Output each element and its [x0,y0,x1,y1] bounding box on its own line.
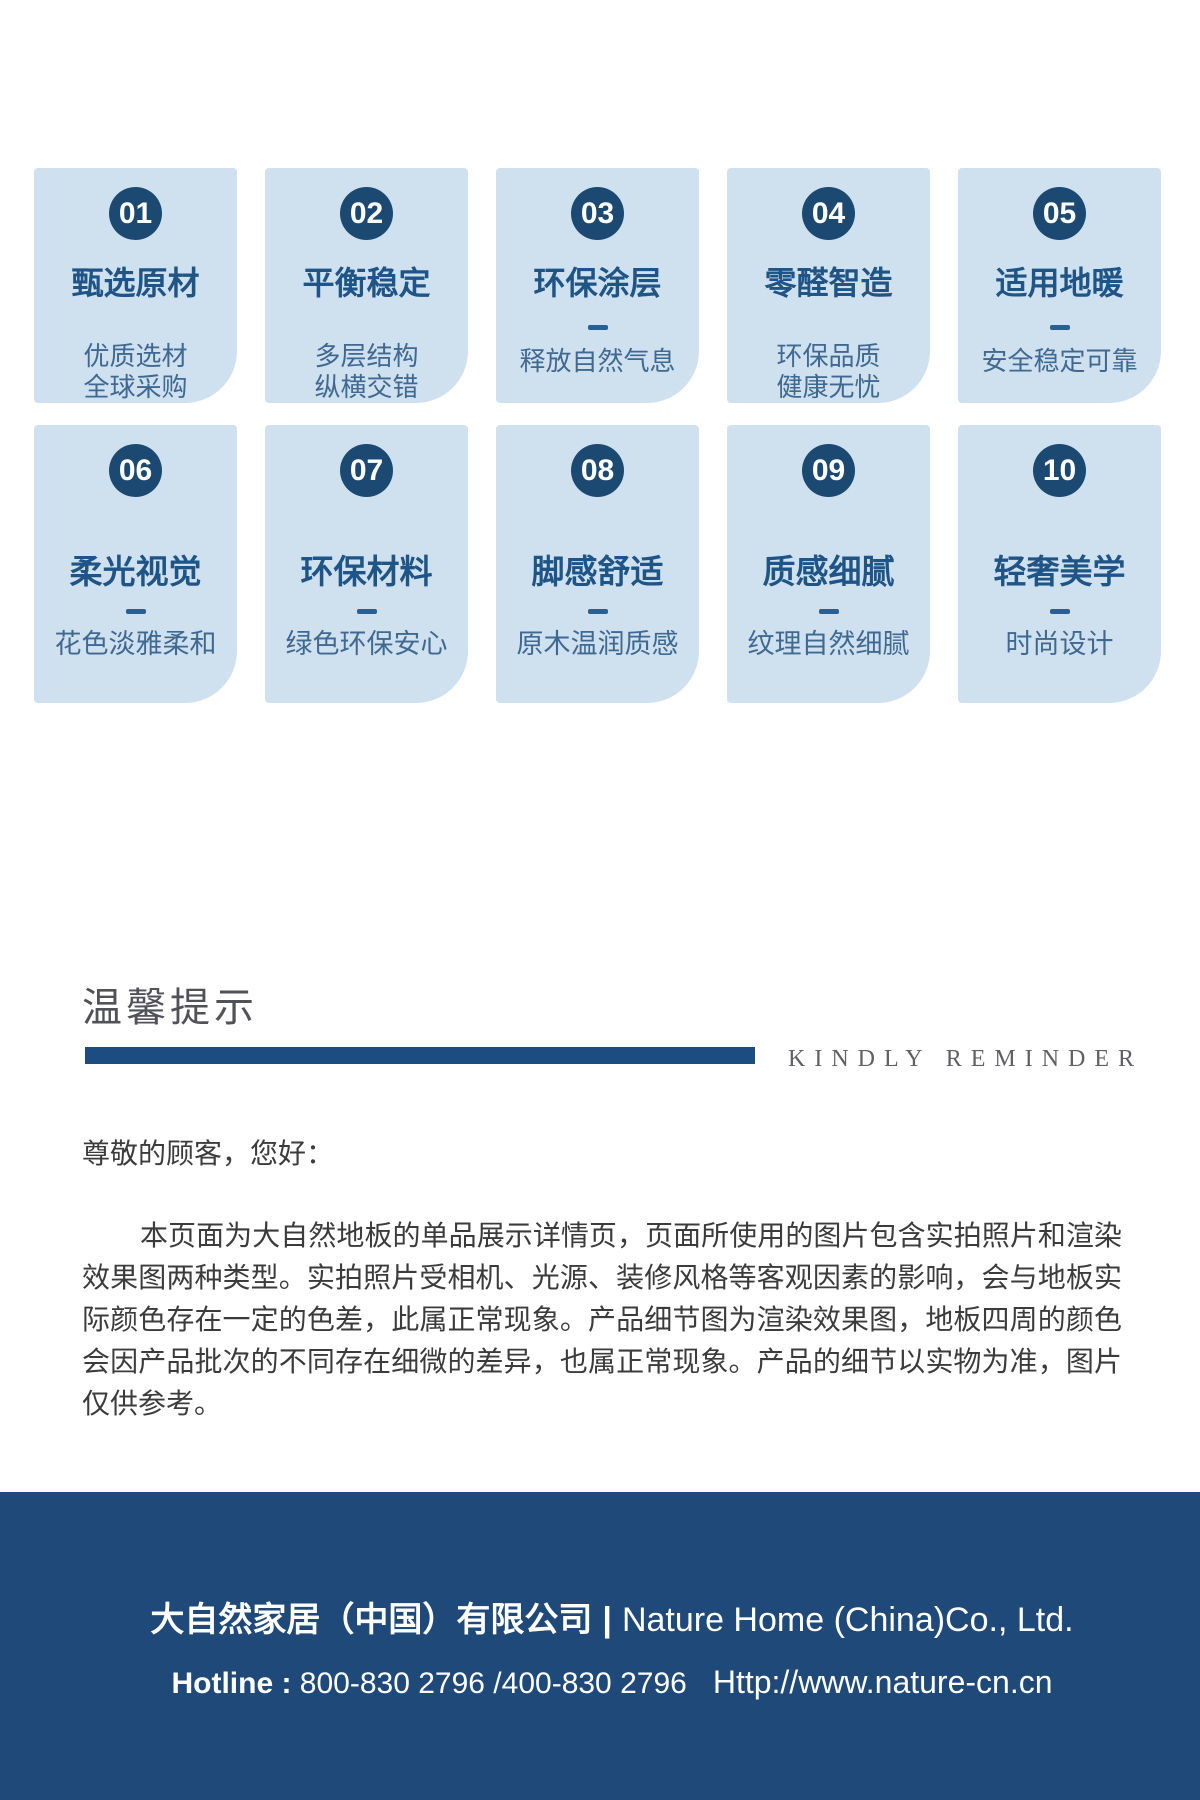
card-subtitle: 时尚设计 [1005,629,1114,659]
feature-card-03: 03 环保涂层 释放自然气息 [496,168,699,403]
feature-card-02: 02 平衡稳定 多层结构 纵横交错 [265,168,468,403]
company-name-en: Nature Home (China)Co., Ltd. [621,1601,1074,1639]
card-title: 轻奢美学 [993,553,1126,590]
feature-card-04: 04 零醛智造 环保品质 健康无忧 [727,168,930,403]
card-subtitle: 释放自然气息 [519,346,676,376]
card-number-badge: 06 [109,444,162,497]
footer-content: 大自然家居（中国）有限公司 | Nature Home (China)Co., Lt… [0,1492,1200,1708]
card-subtitle: 绿色环保安心 [285,629,448,659]
feature-card-grid-row1: 01 甄选原材 优质选材 全球采购 02 平衡稳定 多层结构 纵横交错 03 环… [34,168,1161,403]
card-title: 甄选原材 [71,265,200,301]
feature-card-05: 05 适用地暖 安全稳定可靠 [958,168,1161,403]
card-number-badge: 05 [1033,187,1086,240]
company-line: 大自然家居（中国）有限公司 | Nature Home (China)Co., Lt… [24,1596,1200,1644]
card-subtitle: 原木温润质感 [516,629,679,659]
feature-card-grid-row2: 06 柔光视觉 花色淡雅柔和 07 环保材料 绿色环保安心 08 脚感舒适 原木… [34,425,1161,703]
card-number-badge: 08 [571,444,624,497]
card-title: 质感细腻 [762,553,895,590]
card-number-badge: 03 [571,187,624,240]
company-name-cn: 大自然家居（中国）有限公司 [150,1601,593,1639]
card-number-badge: 07 [340,444,393,497]
feature-card-10: 10 轻奢美学 时尚设计 [958,425,1161,703]
card-number-badge: 01 [109,187,162,240]
company-separator: | [602,1601,612,1639]
card-title: 零醛智造 [764,265,893,301]
hotline-line: Hotline : 800-830 2796 /400-830 2796 Http… [24,1658,1200,1708]
card-divider [356,609,377,614]
feature-card-08: 08 脚感舒适 原木温润质感 [496,425,699,703]
card-divider [818,609,839,614]
card-title: 脚感舒适 [531,553,664,590]
feature-card-06: 06 柔光视觉 花色淡雅柔和 [34,425,237,703]
reminder-section-title: 温馨提示 [82,986,258,1030]
card-subtitle: 花色淡雅柔和 [54,629,217,659]
card-subtitle: 安全稳定可靠 [981,346,1138,376]
card-divider [587,325,608,330]
card-number-badge: 04 [802,187,855,240]
card-title: 环保涂层 [533,265,662,301]
reminder-accent-bar [85,1047,755,1064]
feature-card-07: 07 环保材料 绿色环保安心 [265,425,468,703]
feature-card-01: 01 甄选原材 优质选材 全球采购 [34,168,237,403]
card-title: 环保材料 [300,553,433,590]
feature-card-09: 09 质感细腻 纹理自然细腻 [727,425,930,703]
hotline-label: Hotline : [171,1667,292,1700]
card-divider [125,609,146,614]
card-subtitle: 多层结构 纵横交错 [314,341,419,402]
card-number-badge: 10 [1033,444,1086,497]
card-subtitle: 优质选材 全球采购 [83,341,188,402]
card-divider [1049,609,1070,614]
card-title: 平衡稳定 [302,265,431,301]
hotline-numbers: 800-830 2796 /400-830 2796 [291,1667,687,1700]
card-title: 柔光视觉 [69,553,202,590]
card-divider [1049,325,1070,330]
footer: 大自然家居（中国）有限公司 | Nature Home (China)Co., Lt… [0,1492,1200,1800]
card-divider [587,609,608,614]
card-number-badge: 09 [802,444,855,497]
reminder-body-text: 本页面为大自然地板的单品展示详情页，页面所使用的图片包含实拍照片和渲染效果图两种… [82,1220,1122,1419]
card-subtitle: 纹理自然细腻 [747,629,910,659]
card-number-badge: 02 [340,187,393,240]
card-title: 适用地暖 [995,265,1124,301]
reminder-section-title-en: KINDLY REMINDER [788,1046,1144,1072]
card-subtitle: 环保品质 健康无忧 [776,341,881,402]
greeting-text: 尊敬的顾客，您好： [82,1138,335,1169]
website-url: Http://www.nature-cn.cn [712,1664,1053,1700]
